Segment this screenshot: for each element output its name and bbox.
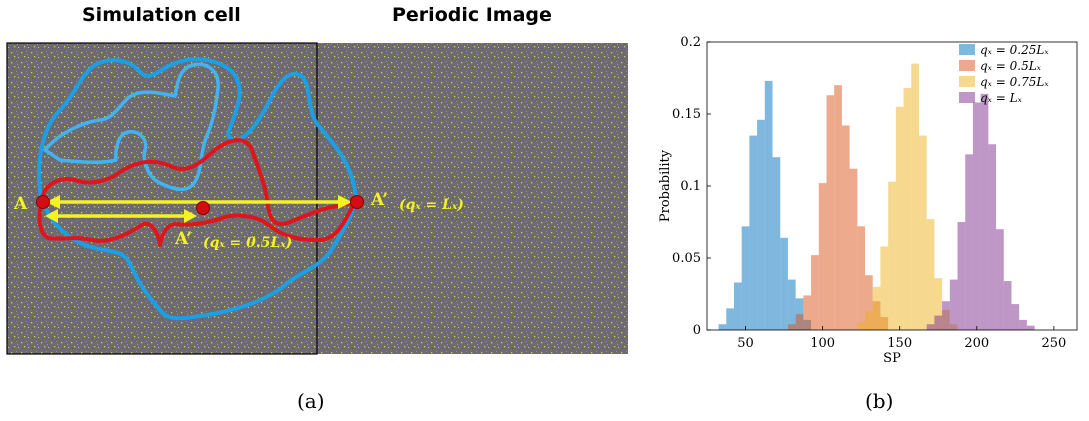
histogram-bar-series2-bin6: [826, 95, 835, 330]
histogram-bars: [718, 63, 1035, 331]
simulation-cell-title: Simulation cell: [82, 4, 241, 26]
histogram-bar-series4-bin2: [934, 315, 943, 330]
point-a-prime-full-equation: (qₓ = Lₓ): [399, 197, 464, 213]
histogram-chart: 50 100 150 200 250 0 0.05 0.1 0.15 0.2 SP Probabi…: [658, 35, 1078, 366]
x-tick-label: 250: [1041, 336, 1066, 351]
y-axis-label: Probability: [658, 149, 673, 222]
histogram-bar-series3-bin7: [903, 88, 912, 330]
histogram-bar-series2-bin8: [841, 125, 850, 331]
point-a-prime-half-equation: (qₓ = 0.5Lₓ): [203, 235, 292, 251]
histogram-bar-series4-bin7: [972, 102, 981, 330]
axis-ticks: 50 100 150 200 250 0 0.05 0.1 0.15 0.2: [672, 35, 1066, 351]
histogram-bar-series4-bin9: [988, 144, 997, 330]
histogram-bar-series4-bin13: [1019, 319, 1027, 330]
simulation-panel: A A’ (qₓ = Lₓ) A’ (qₓ = 0.5Lₓ): [6, 42, 628, 355]
histogram-bar-series1-bin1: [718, 324, 727, 330]
histogram-bar-series3-bin10: [926, 219, 935, 330]
histogram-bar-series3-bin9: [918, 135, 927, 330]
legend-swatch-3: [959, 76, 975, 87]
histogram-bar-series1-bin7: [764, 80, 773, 330]
histogram-bar-series3-bin4: [880, 246, 889, 330]
x-axis-label: SP: [883, 351, 901, 366]
legend-swatch-2: [959, 60, 975, 71]
x-tick-label: 50: [737, 336, 754, 351]
panel-b-label: (b): [865, 389, 894, 413]
legend-swatch-1: [959, 44, 975, 55]
histogram-bar-series3-bin3: [872, 286, 881, 330]
histogram-bar-series2-bin2: [795, 314, 804, 330]
x-tick-label: 150: [887, 336, 912, 351]
y-tick-label: 0.2: [680, 35, 701, 50]
histogram-bar-series2-bin10: [857, 226, 866, 330]
point-a-label: A: [13, 194, 28, 214]
histogram-bar-series2-bin5: [818, 183, 827, 330]
histogram-bar-series4-bin8: [980, 93, 989, 330]
path-light-blue: [43, 62, 220, 191]
x-tick-label: 100: [810, 336, 835, 351]
y-tick-label: 0.05: [672, 251, 701, 266]
histogram-bar-series2-bin1: [787, 324, 796, 330]
histogram-bar-series1-bin8: [772, 157, 781, 330]
histogram-bar-series2-bin11: [865, 275, 873, 330]
histogram-bar-series3-bin5: [888, 181, 896, 330]
point-a-prime-full-label: A’: [370, 190, 388, 210]
histogram-bar-series1-bin2: [726, 308, 734, 330]
histogram-bar-series1-bin9: [780, 237, 788, 330]
point-a-prime-full: [350, 195, 364, 209]
legend-swatch-4: [959, 92, 975, 103]
histogram-bar-series2-bin4: [811, 255, 819, 330]
legend-label-3: qₓ = 0.75Lₓ: [980, 75, 1049, 89]
histogram-bar-series2-bin9: [849, 168, 858, 330]
histogram-bar-series4-bin1: [926, 324, 935, 330]
histogram-bar-series3-bin11: [934, 278, 943, 330]
histogram-bar-series4-bin4: [949, 279, 958, 330]
y-tick-label: 0: [693, 323, 701, 338]
y-tick-label: 0.15: [672, 107, 701, 122]
histogram-bar-series4-bin11: [1003, 281, 1012, 330]
histogram-bar-series1-bin3: [733, 282, 742, 330]
panel-a-label: (a): [297, 389, 325, 413]
path-blue: [37, 57, 358, 321]
simulation-cell-border: [6, 42, 318, 355]
point-a-prime-half-label: A’: [174, 229, 192, 249]
histogram-bar-series4-bin14: [1026, 325, 1035, 330]
histogram-bar-series3-bin8: [911, 63, 919, 330]
x-tick-label: 200: [964, 336, 989, 351]
histogram-bar-series4-bin10: [996, 229, 1004, 330]
legend-label-4: qₓ = Lₓ: [980, 91, 1023, 105]
point-a-prime-half: [196, 201, 210, 215]
histogram-bar-series4-bin12: [1011, 304, 1020, 330]
histogram-bar-series1-bin5: [749, 135, 758, 330]
arrow-half-period: [45, 209, 197, 223]
legend: qₓ = 0.25Lₓ qₓ = 0.5Lₓ qₓ = 0.75Lₓ qₓ = Lₓ: [959, 43, 1049, 105]
histogram-bar-series4-bin5: [957, 222, 966, 330]
histogram-bar-series4-bin3: [942, 301, 950, 330]
histogram-bar-series2-bin7: [834, 85, 842, 330]
path-red: [37, 138, 357, 247]
periodic-image-title: Periodic Image: [392, 4, 552, 26]
histogram-bar-series1-bin4: [741, 226, 750, 330]
point-a: [36, 195, 50, 209]
y-tick-label: 0.1: [680, 179, 701, 194]
histogram-bar-series3-bin2: [865, 311, 873, 330]
histogram-bar-series1-bin10: [787, 279, 796, 330]
histogram-bar-series3-bin6: [895, 106, 904, 330]
histogram-bar-series3-bin1: [857, 322, 866, 330]
legend-label-1: qₓ = 0.25Lₓ: [980, 43, 1049, 57]
legend-label-2: qₓ = 0.5Lₓ: [980, 59, 1042, 73]
arrow-full-period: [46, 195, 352, 209]
histogram-bar-series1-bin6: [757, 119, 765, 330]
histogram-bar-series4-bin6: [965, 154, 973, 330]
histogram-bar-series2-bin3: [803, 295, 812, 330]
